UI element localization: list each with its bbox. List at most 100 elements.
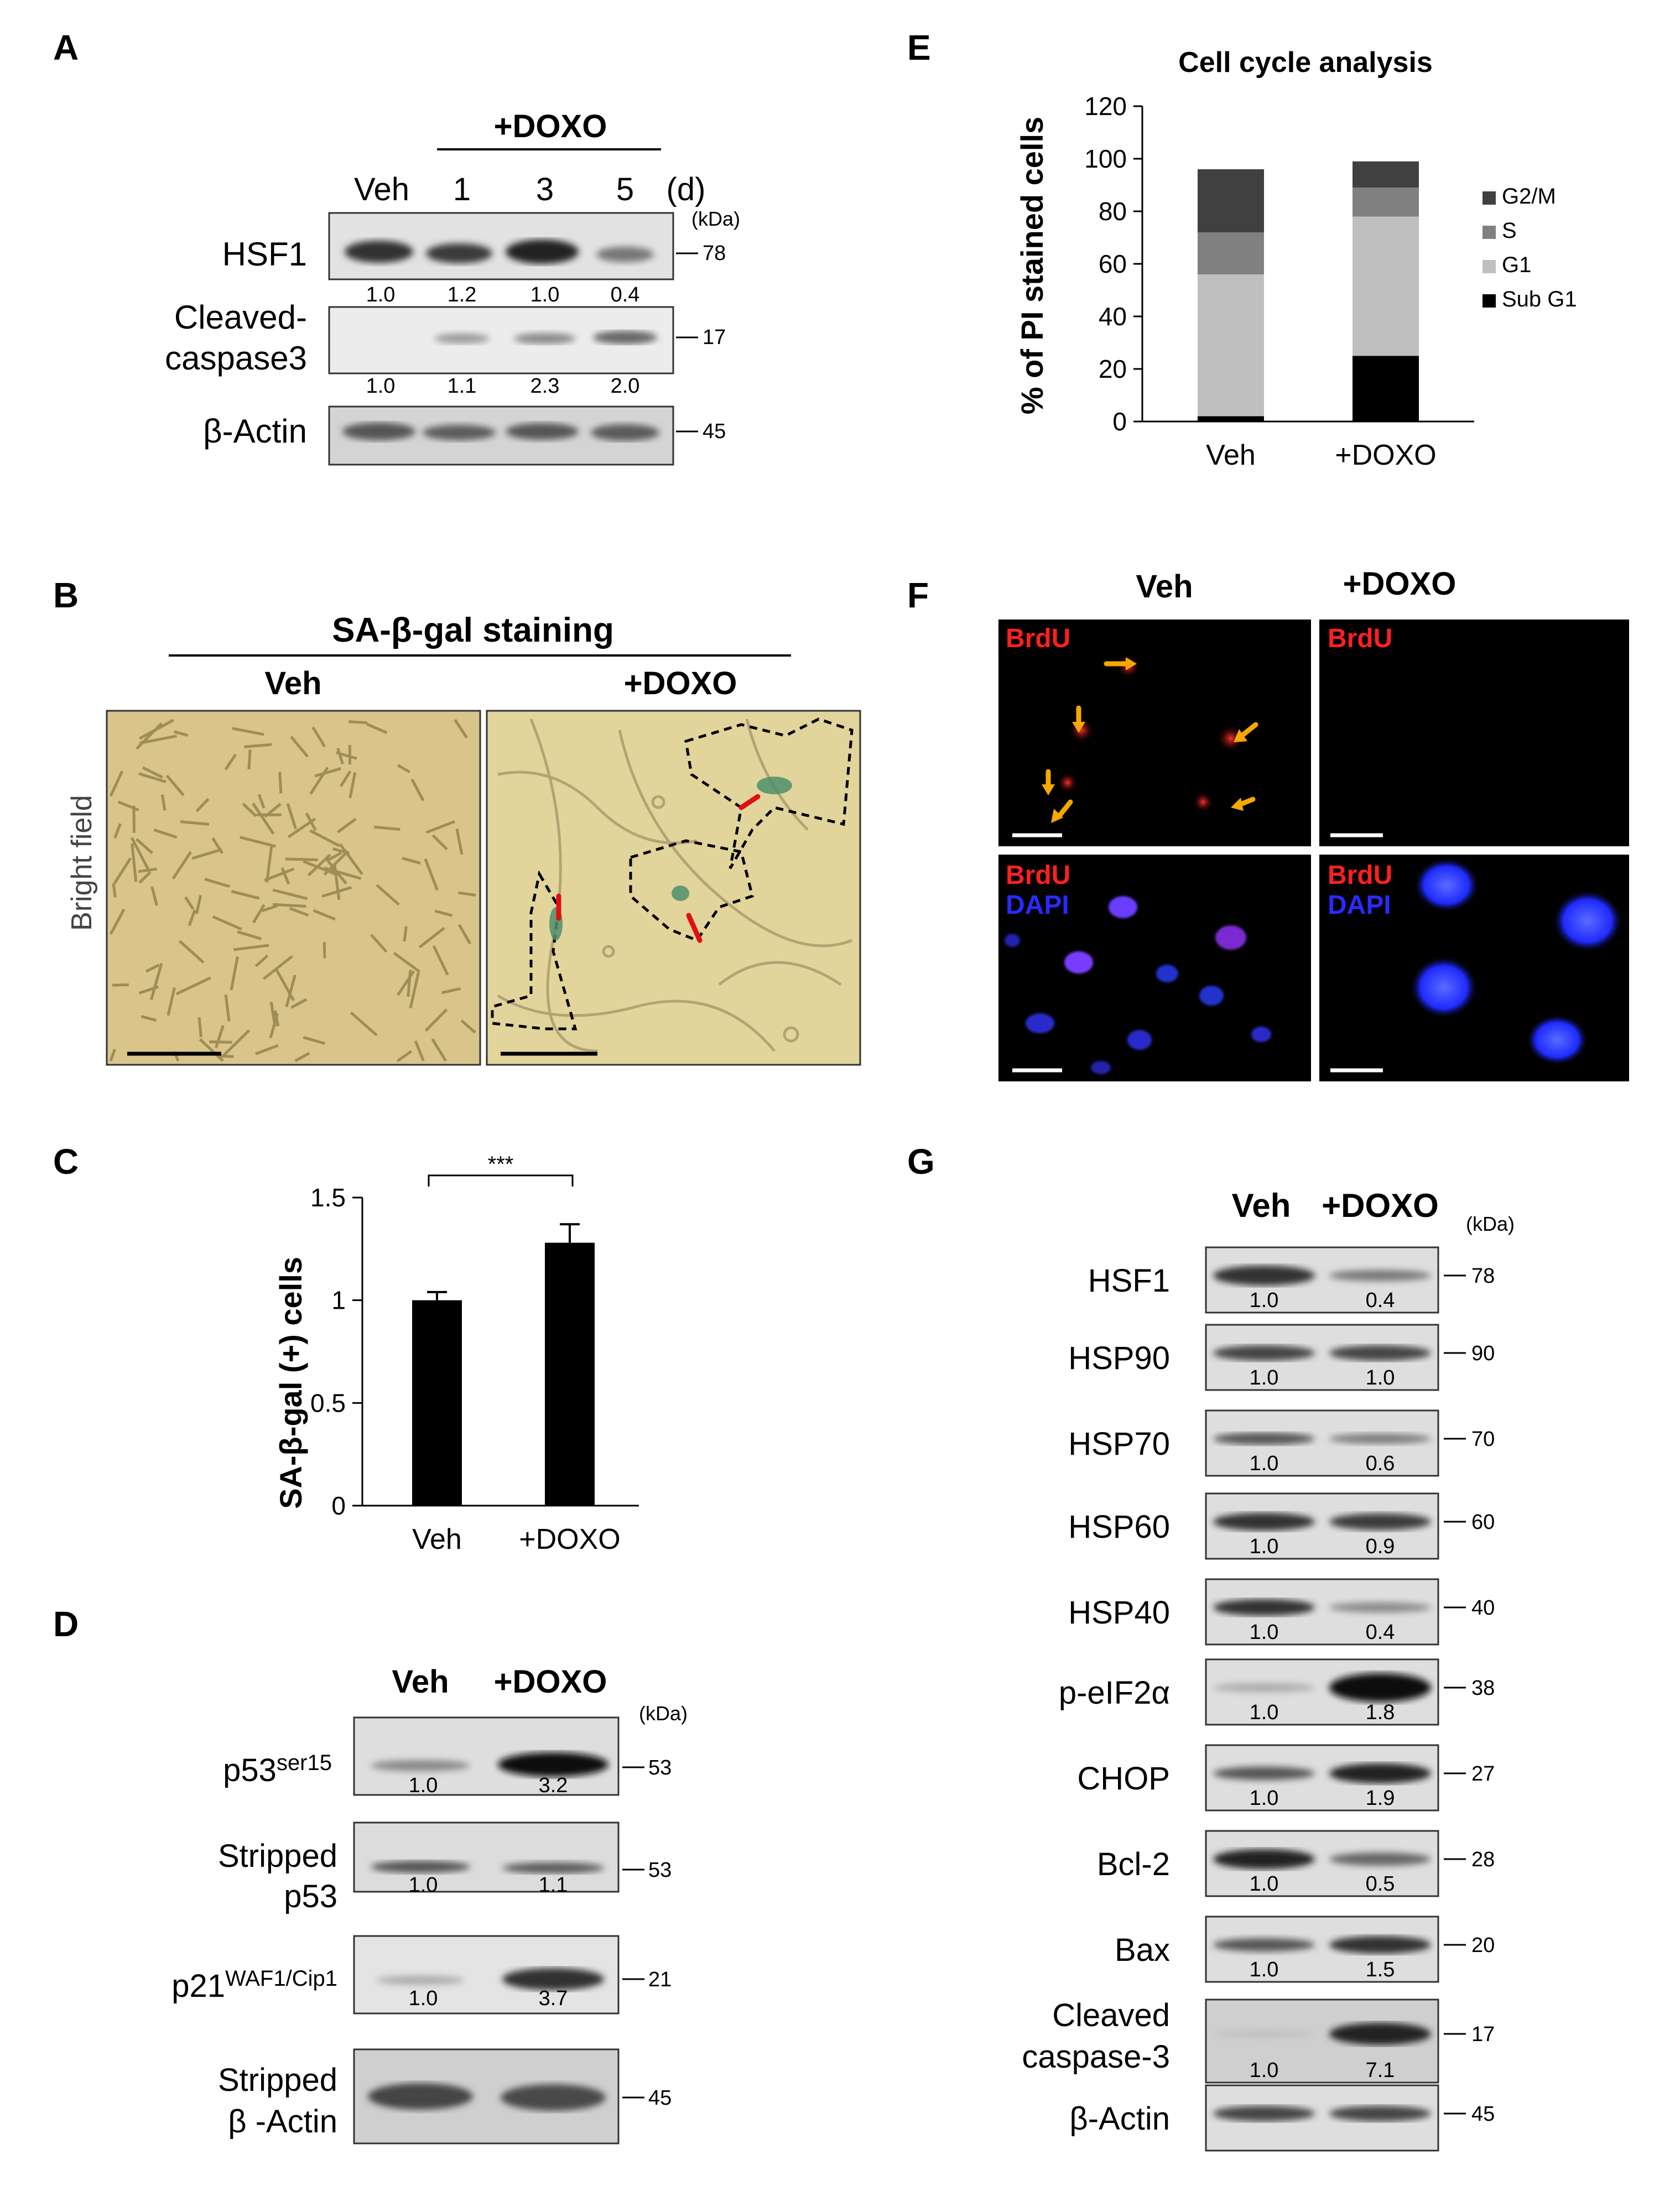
g-band: [1329, 1270, 1431, 1281]
g-quant-value: 1.0: [1250, 1535, 1279, 1558]
e-legend-label: G1: [1502, 253, 1531, 277]
g-bands: [1213, 1513, 1431, 1531]
panel-a-western-blot: +DOXO Veh 1 3 5 (d) (kDa) HSF1 78 1.0 1.…: [165, 108, 740, 466]
f-yellow-arrows: [1045, 661, 1258, 819]
d-quant-p21-doxo: 3.7: [539, 1987, 568, 2010]
g-row-label: HSP70: [1068, 1426, 1170, 1462]
c-category-label: Veh: [412, 1523, 462, 1555]
c-bars: Veh +DOXO: [412, 1223, 621, 1555]
g-blot-rows: HSF1 78 1.0 0.4 HSP90 90 1.0 1.0 HSP70 70 1.0 0.6 HS…: [1022, 1246, 1495, 2152]
bands-p53ser15: [371, 1752, 608, 1777]
g-row-label: p-eIF2α: [1059, 1675, 1170, 1711]
e-tick-label: 20: [1099, 355, 1127, 383]
bands-hsf1: [345, 240, 654, 264]
g-quant-value: 7.1: [1366, 2059, 1395, 2082]
e-legend-swatch: [1482, 294, 1496, 308]
c-significance-stars: ***: [488, 1152, 514, 1177]
panel-letter-e: E: [907, 28, 931, 67]
d-label-p53ser15: p53ser15: [223, 1751, 332, 1788]
f-dapi-label-2: DAPI: [1328, 891, 1391, 920]
d-label-p53: p53: [284, 1878, 337, 1914]
g-bands: [1213, 1849, 1431, 1869]
d-marker-21: 21: [648, 1968, 672, 1991]
veh-cell-texture: [109, 719, 476, 1063]
g-row-label: HSP60: [1068, 1509, 1170, 1545]
g-row-label: HSP40: [1068, 1595, 1170, 1631]
e-legend-swatch: [1482, 191, 1496, 205]
g-quant-value: 0.5: [1366, 1872, 1395, 1896]
e-bars: Veh +DOXO: [1198, 161, 1437, 471]
c-significance-bracket: [428, 1174, 574, 1186]
g-band: [1329, 1936, 1431, 1954]
col-label-veh: Veh: [264, 665, 321, 701]
quant-hsf1-d3: 1.0: [530, 283, 560, 306]
g-quant-value: 0.4: [1366, 1621, 1395, 1644]
g-band: [1213, 1599, 1315, 1616]
g-bands: [1213, 1433, 1431, 1445]
g-band: [1329, 2023, 1431, 2045]
bands-beta-actin: [342, 423, 659, 441]
g-marker-label: 90: [1471, 1342, 1495, 1365]
g-marker-label: 28: [1471, 1848, 1495, 1871]
c-bar: [412, 1300, 462, 1506]
d-quant-p21-veh: 1.0: [409, 1987, 438, 2010]
g-bands: [1213, 1599, 1431, 1616]
e-legend-label: Sub G1: [1502, 287, 1577, 311]
g-row-label: caspase-3: [1022, 2039, 1170, 2075]
d-lane-veh: Veh: [392, 1664, 449, 1700]
e-bar-segment: [1353, 161, 1419, 188]
quant-hsf1-d1: 1.2: [448, 283, 477, 306]
g-marker-label: 40: [1471, 1596, 1495, 1620]
f-brdu-label-4: BrdU: [1328, 861, 1392, 890]
e-tick-label: 40: [1099, 302, 1127, 331]
kda-label: (kDa): [691, 207, 740, 230]
g-marker-label: 70: [1471, 1428, 1495, 1451]
quant-hsf1-d5: 0.4: [611, 283, 640, 306]
panel-letter-a: A: [53, 28, 79, 67]
e-tick-label: 100: [1084, 144, 1127, 173]
g-band: [1213, 1767, 1315, 1780]
g-bands: [1213, 1673, 1431, 1702]
f-doxo-brdu-image: [1319, 620, 1629, 846]
f-yellow-arrowheads: [1042, 657, 1247, 823]
g-quant-value: 1.5: [1366, 1958, 1395, 1981]
quant-casp-d5: 2.0: [611, 374, 640, 398]
d-marker-45: 45: [648, 2086, 672, 2110]
g-marker-label: 45: [1471, 2102, 1495, 2126]
d-label-b-actin: β -Actin: [228, 2104, 337, 2140]
e-legend-swatch: [1482, 260, 1496, 273]
e-legend-swatch: [1482, 226, 1496, 239]
panel-b-sa-bgal-staining: SA-β-gal staining Veh +DOXO Bright field: [66, 611, 861, 1066]
row-label-cleaved-caspase3-line2: caspase3: [165, 340, 307, 377]
d-quant-p53ser15-veh: 1.0: [409, 1774, 438, 1797]
d-quant-p53-doxo: 1.1: [539, 1873, 568, 1897]
e-title: Cell cycle analysis: [1178, 46, 1433, 79]
doxo-header: +DOXO: [494, 108, 607, 144]
f-col-doxo: +DOXO: [1343, 566, 1456, 602]
g-row-label: HSP90: [1068, 1340, 1170, 1376]
quant-hsf1-veh: 1.0: [366, 283, 396, 306]
bright-field-label: Bright field: [66, 795, 98, 931]
f-veh-dapi-nuclei: [1005, 896, 1271, 1074]
panel-letter-d: D: [53, 1604, 79, 1644]
g-quant-value: 1.8: [1366, 1701, 1395, 1724]
g-bands: [1213, 2023, 1431, 2045]
red-arrows: [556, 794, 761, 943]
e-bar-segment: [1198, 232, 1264, 274]
bands-stripped-p53: [371, 1861, 604, 1873]
e-ylabel: % of PI stained cells: [1015, 117, 1049, 414]
e-bar-segment: [1198, 416, 1264, 421]
panel-letter-b: B: [53, 575, 79, 615]
e-tick-label: 120: [1084, 92, 1127, 121]
e-legend-label: S: [1502, 218, 1517, 243]
d-label-p21: p21WAF1/Cip1: [171, 1966, 337, 2004]
lane-label-day3: 3: [536, 171, 554, 207]
g-band: [1329, 1763, 1431, 1783]
e-tick-label: 0: [1112, 407, 1127, 436]
g-quant-value: 1.0: [1250, 1787, 1279, 1810]
bands-cleaved-caspase3: [434, 331, 657, 344]
g-bands: [1213, 2106, 1431, 2121]
sa-bgal-title: SA-β-gal staining: [332, 611, 614, 649]
d-quant-p53-veh: 1.0: [409, 1873, 438, 1897]
